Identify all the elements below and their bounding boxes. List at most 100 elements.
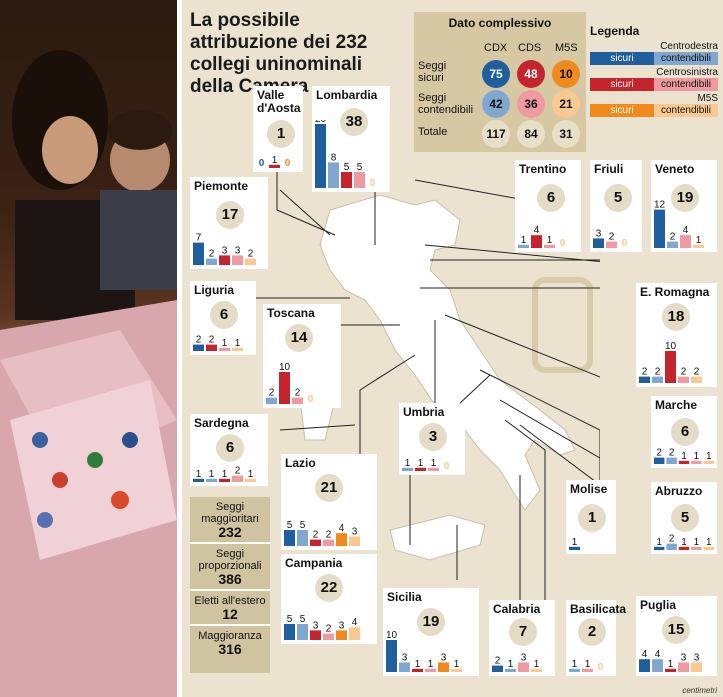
- bar-label: 7: [196, 233, 202, 244]
- seat-total-block: Seggi maggioritari 232: [190, 501, 270, 544]
- region-card: Molise 1 1: [566, 480, 616, 554]
- bar: [667, 241, 678, 248]
- region-name: Lazio: [285, 456, 316, 470]
- seat-total-value: 316: [218, 641, 242, 657]
- region-total: 19: [417, 608, 445, 636]
- bar: [336, 533, 347, 546]
- bar: [451, 668, 462, 672]
- bar: [652, 376, 663, 383]
- legend-group-name: Centrosinistra: [656, 67, 718, 78]
- seat-total-label: Seggi maggioritari: [201, 501, 259, 525]
- legend-group-name: Centrodestra: [660, 41, 718, 52]
- bar: [386, 640, 397, 672]
- bar: [415, 467, 426, 471]
- seat-total-label: Seggi proporzionali: [198, 548, 262, 572]
- bar-label: 0: [598, 662, 604, 673]
- bar-label: 1: [196, 469, 202, 480]
- bar: [693, 244, 704, 248]
- legend-sicuri: sicuri: [590, 52, 654, 65]
- summary-value: 31: [552, 120, 580, 148]
- region-total: 22: [315, 574, 343, 602]
- region-card: Liguria 6 2 2 1 1: [190, 281, 256, 355]
- region-card: Trentino 6 1 4 1 0: [515, 160, 581, 252]
- region-name: Lombardia: [316, 88, 378, 102]
- summary-box: Dato complessivo CDX CDS M5S Seggi sicur…: [414, 12, 586, 152]
- legend-bar-cdx: sicuri contendibili: [590, 52, 718, 65]
- bar: [219, 478, 230, 482]
- summary-value: 10: [552, 60, 580, 88]
- bar-label: 5: [287, 614, 293, 625]
- bar: [438, 662, 449, 672]
- bar-label: 0: [444, 461, 450, 472]
- bar-label: 2: [669, 534, 675, 545]
- bar-label: 1: [272, 155, 278, 166]
- region-card: Umbria 3 1 1 1 0: [399, 403, 465, 475]
- bar: [232, 475, 243, 482]
- bar-label: 0: [285, 158, 291, 169]
- sicily-shape: [389, 514, 486, 561]
- bar-label: 3: [681, 652, 687, 663]
- bar-label: 1: [706, 537, 712, 548]
- summary-value: 117: [482, 120, 510, 148]
- bar: [284, 624, 295, 640]
- bar: [323, 633, 334, 640]
- bar: [323, 539, 334, 546]
- region-name: Piemonte: [194, 179, 249, 193]
- region-card: Basilicata 2 1 1 0: [566, 600, 627, 676]
- bar-label: 1: [694, 451, 700, 462]
- region-card: Lazio 21 5 5 2 2 4 3: [281, 454, 377, 550]
- region-total: 38: [340, 108, 368, 136]
- region-card: Marche 6 2 2 1 1 1: [651, 396, 717, 468]
- summary-row-label: Totale: [418, 126, 448, 138]
- bar: [691, 662, 702, 672]
- bar-label: 1: [547, 235, 553, 246]
- legend: Legenda Centrodestra sicuri contendibili …: [590, 24, 718, 117]
- bar: [654, 457, 665, 464]
- region-name: Basilicata: [570, 602, 627, 616]
- legend-bar-m5s: sicuri contendibili: [590, 104, 718, 117]
- bar: [206, 478, 217, 482]
- bar-label: 1: [431, 458, 437, 469]
- bar: [297, 624, 308, 640]
- mainland-shape: [319, 194, 576, 511]
- region-total: 1: [267, 120, 295, 148]
- bar: [492, 665, 503, 672]
- region-card: Puglia 15 4 4 1 3 3: [636, 596, 717, 676]
- bar: [297, 530, 308, 546]
- bar: [569, 546, 580, 550]
- bar-label: 1: [572, 537, 578, 548]
- bar-label: 1: [428, 659, 434, 670]
- bar-label: 2: [655, 367, 661, 378]
- bar-label: 2: [681, 367, 687, 378]
- region-bar-chart: 72 3 3 2: [193, 233, 256, 265]
- region-card: Veneto 19 12 2 4 1: [651, 160, 717, 252]
- bar-label: 8: [331, 152, 337, 163]
- bar: [691, 546, 702, 550]
- bar-label: 2: [326, 530, 332, 541]
- bar-label: 2: [269, 388, 275, 399]
- bar-label: 3: [235, 245, 241, 256]
- bar-label: 2: [196, 335, 202, 346]
- chart-title: La possibile attribuzione dei 232 colleg…: [190, 10, 368, 97]
- region-total: 1: [578, 504, 606, 532]
- summary-value: 84: [517, 120, 545, 148]
- bar-label: 1: [572, 659, 578, 670]
- bar-label: 5: [344, 162, 350, 173]
- region-total: 15: [662, 616, 690, 644]
- region-total: 14: [285, 324, 313, 352]
- credit: centimetri: [682, 686, 717, 695]
- bar: [606, 241, 617, 248]
- bar: [399, 662, 410, 672]
- bar: [193, 242, 204, 265]
- bar: [518, 244, 529, 248]
- bar: [639, 659, 650, 672]
- region-card: Friuli 5 3 2 0: [590, 160, 642, 252]
- bar: [266, 397, 277, 404]
- bar: [412, 668, 423, 672]
- bar: [269, 164, 280, 168]
- region-name: Toscana: [267, 306, 315, 320]
- bar-label: 2: [209, 335, 215, 346]
- region-total: 5: [671, 504, 699, 532]
